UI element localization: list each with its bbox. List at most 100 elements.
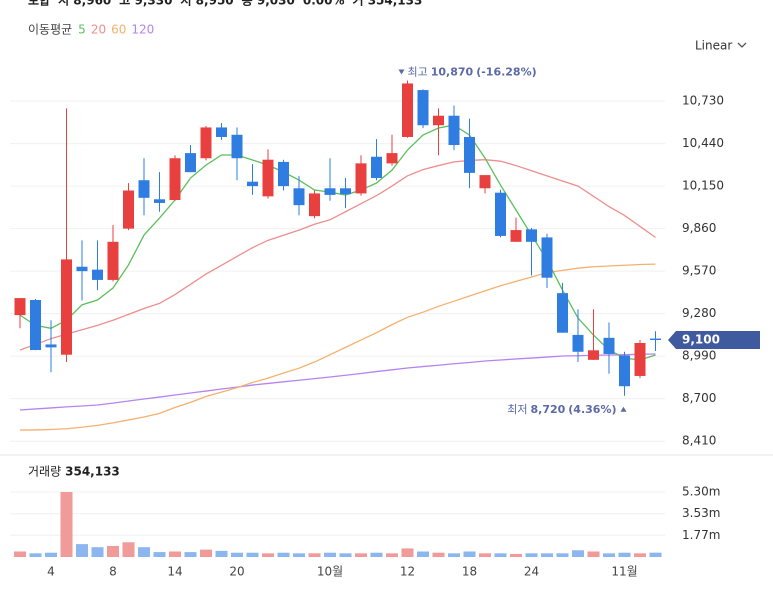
x-tick-label: 11월 [611,565,637,579]
candle-body [495,192,506,236]
candle-body [231,134,243,159]
volume-bar [479,553,491,557]
candle-body [386,153,398,164]
max-annotation: (-16.28%) [476,66,536,79]
volume-bar [618,552,631,557]
volume-bar [417,551,429,557]
legend-entry: 5 [78,23,86,37]
candle-body [650,338,661,341]
candle-body [247,181,258,187]
y-tick-label: 8,990 [682,349,716,363]
x-tick-label: 8 [109,565,117,579]
candle-body [14,298,26,316]
legend-entry: 20 [91,23,106,37]
volume-bar [169,551,181,557]
x-tick-label: 14 [167,565,182,579]
candle-body [355,163,367,194]
y-tick-label: 9,570 [682,264,716,278]
candle-body [61,259,72,355]
volume-bar [293,553,305,557]
volume-bar [494,553,507,557]
price-tag [668,331,760,350]
volume-bar [463,551,476,557]
candle-body [262,159,274,197]
candle-body [402,83,413,137]
y-tick-label: 3.53m [682,506,720,520]
volume-bar [572,550,584,557]
price-tag-label: 9,100 [682,333,720,347]
x-tick-label: 20 [229,565,244,579]
y-tick-label: 9,860 [682,221,716,235]
candle-body [30,300,41,351]
volume-summary: 354,133 [65,465,120,479]
candle-body [278,161,289,187]
candle-body [154,199,165,203]
volume-bar [556,553,569,557]
y-tick-label: 5.30m [682,485,720,499]
volume-bar [525,553,538,557]
volume-bar [603,553,615,557]
y-tick-label: 8,700 [682,391,716,405]
candle-body [169,158,181,201]
y-tick-label: 9,280 [682,306,716,320]
volume-bar [262,553,274,557]
y-tick-label: 8,410 [682,434,716,448]
candle-body [324,188,336,195]
x-tick-label: 4 [47,565,55,579]
volume-bar [386,553,398,557]
ma-line [19,353,656,411]
candle-body [588,350,599,360]
candle-body [45,344,57,348]
volume-bar [184,552,197,557]
scale-label[interactable]: Linear [695,39,732,53]
candle-body [510,230,522,242]
max-marker [398,69,405,75]
candle-body [557,293,568,333]
legend-entry: 60 [111,23,126,37]
candle-body [200,127,212,159]
x-tick-label: 12 [400,565,415,579]
candle-body [76,266,88,272]
candle-body [526,229,537,242]
volume-bar [634,553,646,557]
min-annotation: 최저 [507,403,527,416]
y-tick-label: 10,440 [682,136,724,150]
volume-bar [231,552,243,557]
volume-bar [29,553,42,557]
volume-bar [45,552,57,557]
volume-bar [370,552,383,557]
candle-body [448,115,460,146]
volume-bar [649,552,662,557]
header-item: 보합 [28,0,50,8]
candle-body [107,241,119,280]
candle-body [417,90,429,126]
volume-bar [107,545,119,557]
candle-body [464,136,475,173]
candle-body [309,193,320,217]
volume-bar [91,547,104,557]
x-tick-label: 18 [462,565,477,579]
candle-body [619,355,630,387]
candle-body [123,190,134,229]
header-item: 0.00% [303,0,345,8]
x-tick-label: 24 [524,565,539,579]
chevron[interactable] [737,42,747,48]
candle-body [340,188,351,195]
volume-bar [587,551,600,557]
max-annotation: 최고 [408,66,428,79]
header-item: 종 9,030 [242,0,295,8]
volume-bar [308,553,321,557]
candle-body [572,334,584,352]
candle-body [92,269,103,280]
scale-toggle[interactable]: Linear [695,39,747,53]
candle-body [634,342,646,376]
volume-bar [339,553,352,557]
legend-title: 이동평균 [28,23,72,37]
candle-body [371,156,382,179]
max-annotation: 10,870 [431,66,474,79]
candle-body [293,188,305,206]
volume-bar [541,553,553,557]
volume-bar [324,552,336,557]
